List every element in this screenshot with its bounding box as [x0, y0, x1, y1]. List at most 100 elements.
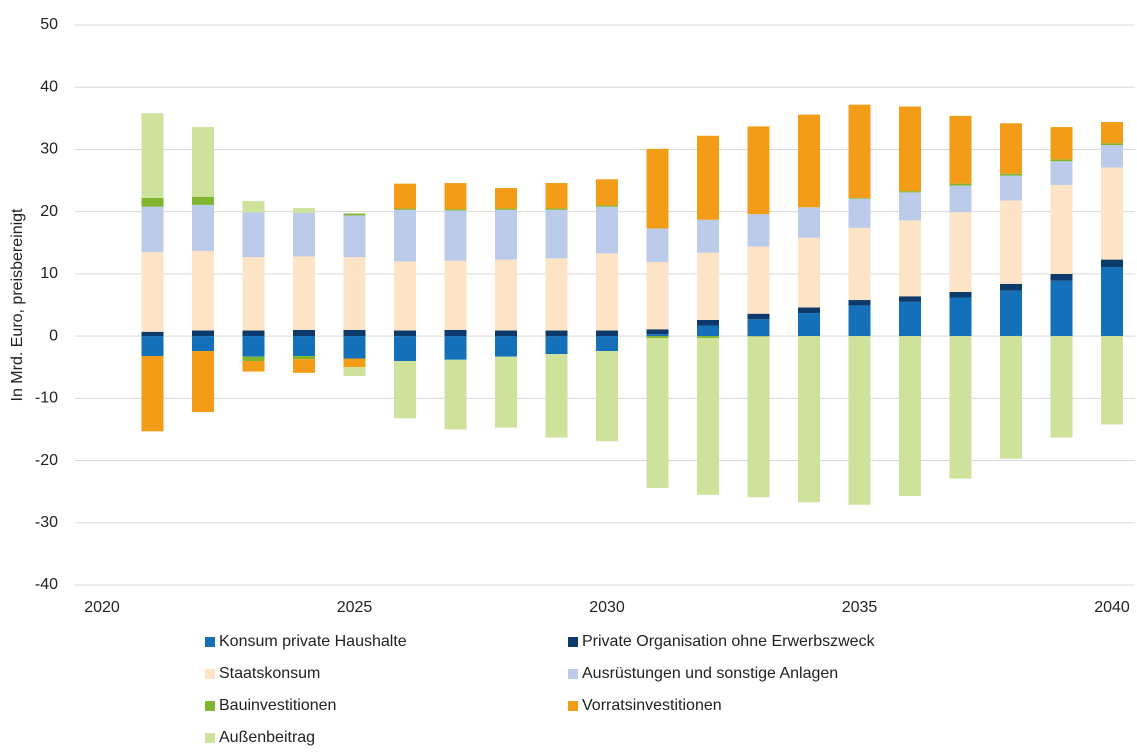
bar-segment [1101, 122, 1123, 144]
legend-label: Ausrüstungen und sonstige Anlagen [582, 665, 838, 682]
bar-segment [848, 197, 871, 199]
bar-segment [848, 227, 871, 301]
bar-segment [949, 183, 972, 186]
bar-segment [697, 337, 719, 495]
bar-segment [596, 206, 618, 254]
bar-segment [545, 183, 568, 209]
bar-segment [949, 115, 972, 184]
bar-segment [697, 252, 719, 320]
bar-segment [596, 351, 618, 442]
bar-segment [293, 212, 315, 257]
y-tick-label: -30 [35, 514, 58, 531]
bar-segment [1000, 290, 1022, 337]
bar-segment [596, 179, 618, 206]
bar-segment [242, 212, 265, 258]
bar-segment [848, 300, 871, 306]
bar-segment [798, 336, 820, 503]
bar-segment [141, 113, 164, 198]
bar-segment [394, 208, 416, 210]
bar-segment [545, 208, 568, 210]
bar-segment [747, 313, 770, 320]
bar-segment [394, 261, 416, 331]
bar-segment [242, 361, 265, 372]
bar-segment [747, 214, 770, 247]
bar-segment [697, 319, 719, 326]
bar-segment [1050, 184, 1073, 274]
bar-segment [545, 330, 568, 337]
bar-segment [444, 260, 467, 330]
bar-segment [596, 330, 618, 337]
bar-segment [293, 256, 315, 330]
x-tick-label: 2025 [337, 599, 373, 616]
bar-segment [343, 215, 366, 258]
bar-segment [798, 207, 820, 238]
x-tick-label: 2040 [1094, 599, 1130, 616]
bar-segment [1000, 175, 1022, 201]
bar-segment [697, 336, 719, 338]
bar-segment [141, 331, 164, 337]
y-tick-label: 40 [40, 78, 58, 95]
bar-segment [343, 358, 366, 368]
bar-segment [242, 336, 265, 357]
bar-segment [545, 258, 568, 331]
bar-segment [1050, 127, 1073, 160]
bar-segment [192, 127, 214, 197]
bar-segment [444, 359, 467, 430]
bar-segment [697, 219, 719, 253]
bar-segment [293, 207, 315, 213]
bar-segment [697, 135, 719, 220]
bar-segment [1050, 161, 1073, 185]
bar-segment [495, 259, 517, 331]
bar-segment [848, 336, 871, 505]
bar-segment [1000, 200, 1022, 284]
bar-segment [1000, 336, 1022, 459]
bar-segment [242, 257, 265, 331]
bar-segment [343, 213, 366, 216]
bar-segment [899, 220, 921, 297]
bar-segment [495, 336, 517, 357]
bar-segment [747, 246, 770, 314]
bar-segment [646, 329, 669, 335]
legend-swatch [568, 637, 578, 647]
y-tick-label: 20 [40, 203, 58, 220]
bar-segment [444, 210, 467, 261]
legend-swatch [568, 669, 578, 679]
bar-segment [545, 354, 568, 438]
bar-segment [444, 209, 467, 211]
bar-segment [596, 205, 618, 207]
bar-segment [1000, 173, 1022, 176]
bar-segment [949, 336, 972, 479]
bar-segment [495, 188, 517, 209]
bar-segment [949, 212, 972, 292]
bar-segment [646, 336, 669, 338]
legend-swatch [568, 701, 578, 711]
bar-segment [444, 336, 467, 360]
bar-segment [192, 196, 214, 205]
bar-segment [697, 325, 719, 337]
bar-segment [141, 252, 164, 332]
bar-segment [798, 307, 820, 314]
bar-segment [444, 183, 467, 210]
bar-segment [192, 250, 214, 331]
bar-segment [1050, 280, 1073, 337]
bar-segment [242, 356, 265, 361]
bar-segment [141, 336, 164, 357]
bar-segment [343, 329, 366, 337]
bar-segment [798, 313, 820, 337]
bar-segment [1101, 145, 1123, 168]
bar-segment [848, 198, 871, 228]
y-tick-label: -10 [35, 390, 58, 407]
bar-segment [899, 336, 921, 497]
bar-segment [293, 329, 315, 337]
bar-segment [1101, 336, 1123, 425]
bar-segment [192, 330, 214, 337]
bar-segment [646, 337, 669, 488]
bar-segment [1050, 336, 1073, 438]
bar-segment [495, 330, 517, 337]
bar-segment [293, 336, 315, 357]
bar-segment [242, 201, 265, 213]
bar-segment [293, 359, 315, 373]
legend-swatch [205, 637, 215, 647]
bar-segment [545, 209, 568, 259]
bar-segment [192, 351, 214, 413]
